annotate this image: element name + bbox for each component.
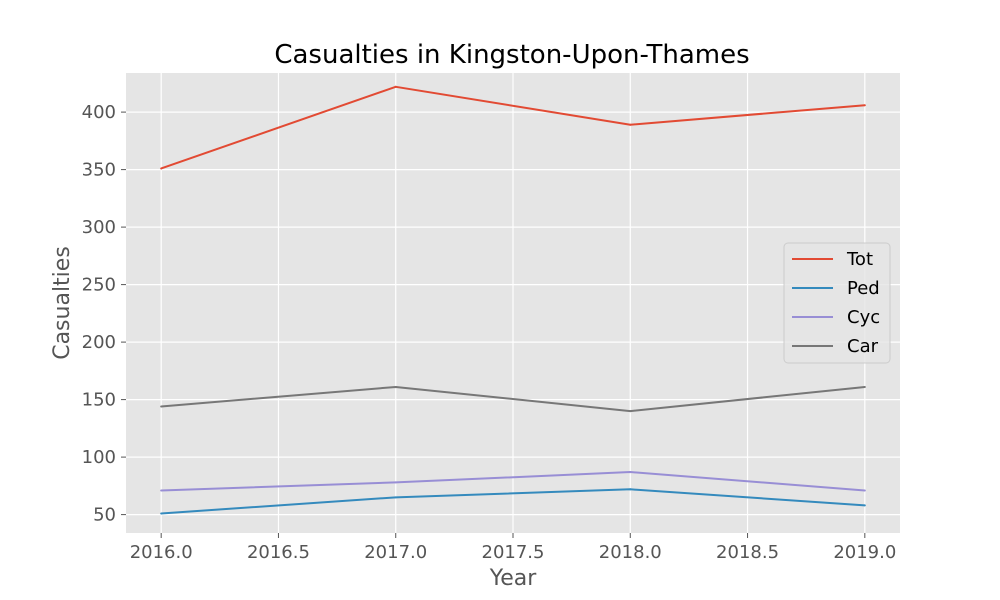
data-point-ped (394, 496, 397, 499)
series-line-car (161, 385, 865, 413)
data-point-cyc (394, 481, 397, 484)
x-tick-label: 2018.0 (599, 542, 662, 563)
legend-label-tot: Tot (846, 249, 873, 270)
x-axis-label: Year (489, 566, 538, 591)
data-point-cyc (160, 489, 163, 492)
data-point-tot (863, 104, 866, 107)
chart-title: Casualties in Kingston-Upon-Thames (274, 40, 749, 70)
legend-label-car: Car (847, 336, 879, 357)
data-point-car (160, 405, 163, 408)
y-tick-label: 50 (93, 505, 116, 526)
x-tick-label: 2017.5 (482, 542, 545, 563)
data-point-cyc (863, 489, 866, 492)
data-point-car (394, 385, 397, 388)
y-axis-ticks: 50 100 150 200 250 300 350 400 (82, 102, 126, 526)
y-tick-label: 400 (82, 102, 116, 123)
data-point-tot (394, 85, 397, 88)
y-tick-label: 250 (82, 275, 116, 296)
data-point-ped (863, 504, 866, 507)
legend-label-cyc: Cyc (847, 307, 880, 328)
x-tick-label: 2019.0 (833, 542, 896, 563)
data-point-tot (160, 167, 163, 170)
x-tick-label: 2017.0 (364, 542, 427, 563)
data-point-car (629, 410, 632, 413)
y-tick-label: 300 (82, 217, 116, 238)
x-tick-label: 2016.5 (247, 542, 310, 563)
series-line-ped (161, 488, 865, 515)
data-point-ped (160, 512, 163, 515)
series-lines (160, 85, 866, 515)
data-point-car (863, 385, 866, 388)
data-point-cyc (629, 471, 632, 474)
data-point-ped (629, 488, 632, 491)
y-tick-label: 350 (82, 160, 116, 181)
y-tick-label: 100 (82, 447, 116, 468)
x-tick-label: 2018.5 (716, 542, 779, 563)
y-tick-label: 150 (82, 390, 116, 411)
series-line-tot (160, 85, 865, 170)
data-point-tot (629, 123, 632, 126)
y-tick-label: 200 (82, 332, 116, 353)
series-line-cyc (161, 471, 865, 492)
y-axis-label: Casualties (50, 246, 75, 360)
x-tick-label: 2016.0 (130, 542, 193, 563)
x-axis-ticks: 2016.0 2016.5 2017.0 2017.5 2018.0 2018.5 2019… (130, 533, 896, 563)
legend: Tot Ped Cyc Car (783, 242, 891, 364)
legend-box (783, 242, 891, 364)
legend-label-ped: Ped (847, 278, 880, 299)
